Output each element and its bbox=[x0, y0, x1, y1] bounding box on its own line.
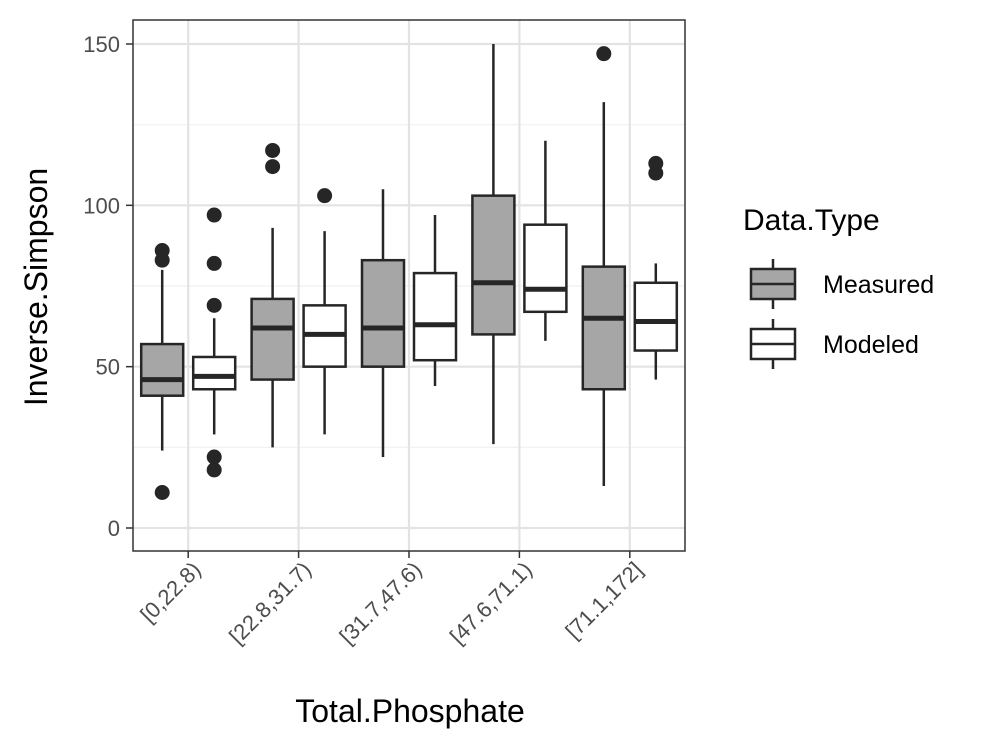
boxplot-measured-3 bbox=[360, 189, 406, 458]
y-tick-label: 0 bbox=[108, 516, 120, 541]
x-tick-label: [47.6,71.1) bbox=[445, 557, 537, 649]
legend-title: Data.Type bbox=[743, 204, 880, 237]
iqr-box bbox=[191, 355, 237, 391]
iqr-box bbox=[360, 258, 406, 368]
iqr-box bbox=[581, 265, 627, 391]
iqr-box bbox=[523, 223, 568, 314]
x-axis-title: Total.Phosphate bbox=[295, 693, 525, 729]
outlier-point bbox=[265, 159, 281, 175]
outlier-point bbox=[265, 142, 281, 158]
outlier-point bbox=[206, 207, 222, 223]
legend-item-modeled: Modeled bbox=[749, 319, 919, 369]
y-tick-label: 100 bbox=[83, 193, 120, 218]
iqr-box bbox=[471, 194, 516, 336]
outlier-point bbox=[154, 252, 170, 268]
x-tick-label: [31.7,47.6) bbox=[334, 557, 426, 649]
legend-item-measured: Measured bbox=[749, 259, 934, 309]
iqr-box bbox=[633, 281, 679, 352]
boxplot-measured-5 bbox=[581, 46, 627, 487]
iqr-box bbox=[139, 342, 185, 397]
boxplot-modeled-2 bbox=[302, 188, 347, 435]
legend-label: Modeled bbox=[823, 331, 919, 359]
boxplot-modeled-1 bbox=[191, 207, 237, 478]
y-axis-title: Inverse.Simpson bbox=[18, 168, 54, 406]
boxplot-modeled-4 bbox=[523, 140, 568, 341]
outlier-point bbox=[206, 449, 222, 465]
x-tick-label: [71.1,172] bbox=[560, 557, 647, 644]
outlier-point bbox=[648, 165, 664, 181]
boxplot-measured-2 bbox=[250, 142, 295, 448]
x-tick-label: [0,22.8) bbox=[135, 557, 205, 627]
outlier-point bbox=[206, 462, 222, 478]
y-tick-label: 50 bbox=[96, 355, 120, 380]
outlier-point bbox=[317, 188, 333, 204]
boxplot-modeled-5 bbox=[633, 155, 679, 380]
box-layer bbox=[132, 19, 686, 552]
boxplot-modeled-3 bbox=[412, 215, 458, 387]
legend-label: Measured bbox=[823, 271, 934, 299]
outlier-point bbox=[154, 485, 170, 501]
iqr-box bbox=[250, 297, 295, 381]
boxplot-measured-4 bbox=[471, 44, 516, 445]
y-tick-label: 150 bbox=[83, 32, 120, 57]
boxplot-measured-1 bbox=[139, 243, 185, 501]
iqr-box bbox=[412, 271, 458, 362]
outlier-point bbox=[596, 46, 612, 62]
legend: Data.Type Measured Modeled bbox=[743, 204, 934, 369]
outlier-point bbox=[206, 255, 222, 271]
outlier-point bbox=[206, 297, 222, 313]
x-tick-label: [22.8,31.7) bbox=[224, 557, 316, 649]
